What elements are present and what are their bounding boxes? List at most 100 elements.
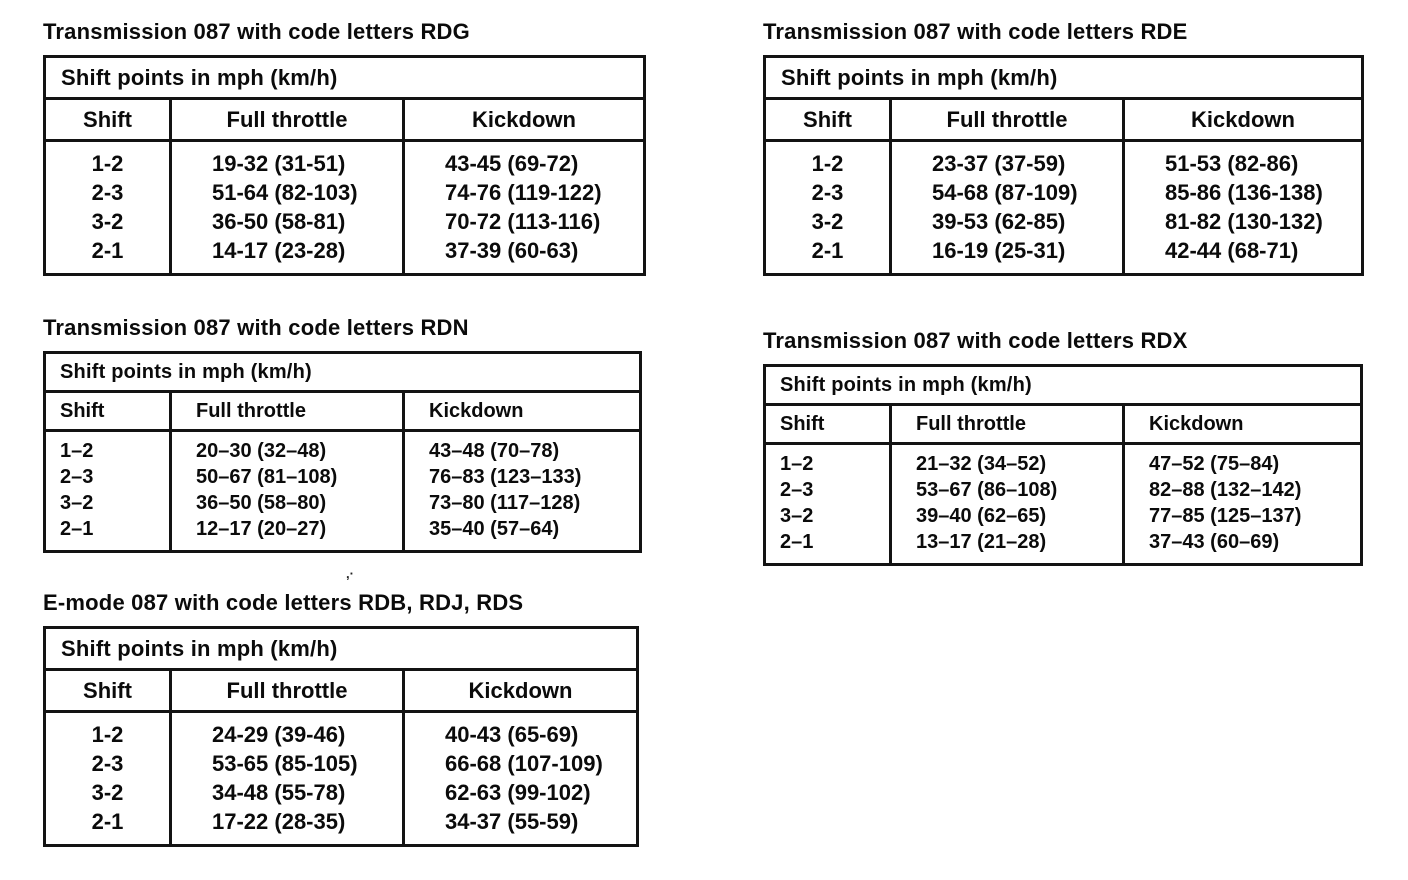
kickdown-value: 82–88 (132–142)	[1149, 479, 1302, 501]
full-throttle-column: 19-32 (31-51) 51-64 (82-103) 36-50 (58-8…	[169, 142, 402, 273]
kickdown-value: 37–43 (60–69)	[1149, 531, 1280, 553]
table-body: 1-2 2-3 3-2 2-1 24-29 (39-46) 53-65 (85-…	[46, 713, 636, 844]
kickdown-value: 62-63 (99-102)	[445, 780, 591, 805]
table-block-rdn: Transmission 087 with code letters RDN S…	[43, 317, 642, 553]
col-header-full-throttle: Full throttle	[889, 406, 1122, 442]
shift-value: 2–1	[60, 518, 94, 540]
shift-value: 2-3	[811, 180, 844, 205]
table-caption: Shift points in mph (km/h)	[766, 58, 1361, 100]
table-title-rde: Transmission 087 with code letters RDE	[763, 19, 1188, 44]
full-throttle-value: 23-37 (37-59)	[932, 151, 1066, 176]
shift-value: 1-2	[91, 722, 124, 747]
full-throttle-column: 24-29 (39-46) 53-65 (85-105) 34-48 (55-7…	[169, 713, 402, 844]
kickdown-column: 47–52 (75–84) 82–88 (132–142) 77–85 (125…	[1122, 445, 1360, 563]
kickdown-value: 34-37 (55-59)	[445, 809, 579, 834]
kickdown-column: 43–48 (70–78) 76–83 (123–133) 73–80 (117…	[402, 432, 639, 550]
full-throttle-column: 23-37 (37-59) 54-68 (87-109) 39-53 (62-8…	[889, 142, 1122, 273]
table-header-row: Shift Full throttle Kickdown	[766, 406, 1360, 445]
kickdown-value: 47–52 (75–84)	[1149, 453, 1280, 475]
kickdown-value: 77–85 (125–137)	[1149, 505, 1302, 527]
col-header-shift: Shift	[83, 678, 132, 703]
full-throttle-value: 19-32 (31-51)	[212, 151, 346, 176]
kickdown-column: 51-53 (82-86) 85-86 (136-138) 81-82 (130…	[1122, 142, 1361, 273]
col-header-shift: Shift	[803, 107, 852, 132]
full-throttle-value: 54-68 (87-109)	[932, 180, 1078, 205]
kickdown-column: 43-45 (69-72) 74-76 (119-122) 70-72 (113…	[402, 142, 643, 273]
shift-value: 2–3	[60, 466, 94, 488]
table-body: 1–2 2–3 3–2 2–1 20–30 (32–48) 50–67 (81–…	[46, 432, 639, 550]
shift-value: 3-2	[91, 780, 124, 805]
kickdown-value: 42-44 (68-71)	[1165, 238, 1299, 263]
kickdown-value: 35–40 (57–64)	[429, 518, 560, 540]
col-header-kickdown: Kickdown	[402, 393, 639, 429]
shift-table-rdn: Shift points in mph (km/h) Shift Full th…	[43, 351, 642, 553]
shift-value: 2-1	[91, 809, 124, 834]
table-block-emode: E-mode 087 with code letters RDB, RDJ, R…	[43, 592, 639, 847]
shift-column: 1-2 2-3 3-2 2-1	[766, 142, 889, 273]
shift-column: 1-2 2-3 3-2 2-1	[46, 142, 169, 273]
shift-value: 3–2	[780, 505, 814, 527]
full-throttle-value: 50–67 (81–108)	[196, 466, 338, 488]
shift-value: 3–2	[60, 492, 94, 514]
table-caption: Shift points in mph (km/h)	[46, 354, 639, 393]
table-header-row: Shift Full throttle Kickdown	[46, 100, 643, 142]
shift-value: 2-1	[811, 238, 844, 263]
table-header-row: Shift Full throttle Kickdown	[766, 100, 1361, 142]
col-header-full-throttle: Full throttle	[169, 671, 402, 710]
full-throttle-value: 13–17 (21–28)	[916, 531, 1047, 553]
full-throttle-value: 16-19 (25-31)	[932, 238, 1066, 263]
table-caption: Shift points in mph (km/h)	[46, 58, 643, 100]
shift-value: 3-2	[811, 209, 844, 234]
col-header-kickdown: Kickdown	[402, 100, 643, 139]
table-block-rde: Transmission 087 with code letters RDE S…	[763, 21, 1364, 276]
kickdown-value: 81-82 (130-132)	[1165, 209, 1323, 234]
shift-value: 1–2	[60, 440, 94, 462]
shift-value: 2-3	[91, 751, 124, 776]
full-throttle-value: 53-65 (85-105)	[212, 751, 358, 776]
full-throttle-value: 24-29 (39-46)	[212, 722, 346, 747]
col-header-kickdown: Kickdown	[402, 671, 636, 710]
full-throttle-value: 17-22 (28-35)	[212, 809, 346, 834]
table-title-rdx: Transmission 087 with code letters RDX	[763, 328, 1188, 353]
full-throttle-value: 39–40 (62–65)	[916, 505, 1047, 527]
full-throttle-value: 36-50 (58-81)	[212, 209, 346, 234]
full-throttle-value: 34-48 (55-78)	[212, 780, 346, 805]
full-throttle-value: 21–32 (34–52)	[916, 453, 1047, 475]
kickdown-value: 37-39 (60-63)	[445, 238, 579, 263]
kickdown-value: 43–48 (70–78)	[429, 440, 560, 462]
full-throttle-value: 20–30 (32–48)	[196, 440, 327, 462]
kickdown-value: 43-45 (69-72)	[445, 151, 579, 176]
table-caption: Shift points in mph (km/h)	[766, 367, 1360, 406]
full-throttle-value: 51-64 (82-103)	[212, 180, 358, 205]
col-header-full-throttle: Full throttle	[169, 393, 402, 429]
kickdown-value: 85-86 (136-138)	[1165, 180, 1323, 205]
kickdown-value: 74-76 (119-122)	[445, 180, 602, 205]
full-throttle-value: 53–67 (86–108)	[916, 479, 1058, 501]
full-throttle-column: 21–32 (34–52) 53–67 (86–108) 39–40 (62–6…	[889, 445, 1122, 563]
shift-value: 1-2	[811, 151, 844, 176]
kickdown-value: 76–83 (123–133)	[429, 466, 582, 488]
shift-column: 1-2 2-3 3-2 2-1	[46, 713, 169, 844]
full-throttle-column: 20–30 (32–48) 50–67 (81–108) 36–50 (58–8…	[169, 432, 402, 550]
kickdown-value: 66-68 (107-109)	[445, 751, 603, 776]
full-throttle-value: 12–17 (20–27)	[196, 518, 327, 540]
table-header-row: Shift Full throttle Kickdown	[46, 393, 639, 432]
full-throttle-value: 36–50 (58–80)	[196, 492, 327, 514]
shift-value: 2–3	[780, 479, 814, 501]
table-title-rdn: Transmission 087 with code letters RDN	[43, 315, 469, 340]
col-header-shift: Shift	[780, 413, 825, 435]
shift-column: 1–2 2–3 3–2 2–1	[766, 445, 889, 563]
shift-table-emode: Shift points in mph (km/h) Shift Full th…	[43, 626, 639, 847]
kickdown-value: 51-53 (82-86)	[1165, 151, 1299, 176]
table-body: 1–2 2–3 3–2 2–1 21–32 (34–52) 53–67 (86–…	[766, 445, 1360, 563]
shift-value: 2–1	[780, 531, 814, 553]
table-body: 1-2 2-3 3-2 2-1 23-37 (37-59) 54-68 (87-…	[766, 142, 1361, 273]
col-header-kickdown: Kickdown	[1122, 100, 1361, 139]
table-body: 1-2 2-3 3-2 2-1 19-32 (31-51) 51-64 (82-…	[46, 142, 643, 273]
table-title-emode: E-mode 087 with code letters RDB, RDJ, R…	[43, 590, 524, 615]
shift-value: 1–2	[780, 453, 814, 475]
table-title-rdg: Transmission 087 with code letters RDG	[43, 19, 470, 44]
shift-table-rdx: Shift points in mph (km/h) Shift Full th…	[763, 364, 1363, 566]
table-block-rdg: Transmission 087 with code letters RDG S…	[43, 21, 646, 276]
table-block-rdx: Transmission 087 with code letters RDX S…	[763, 330, 1363, 566]
